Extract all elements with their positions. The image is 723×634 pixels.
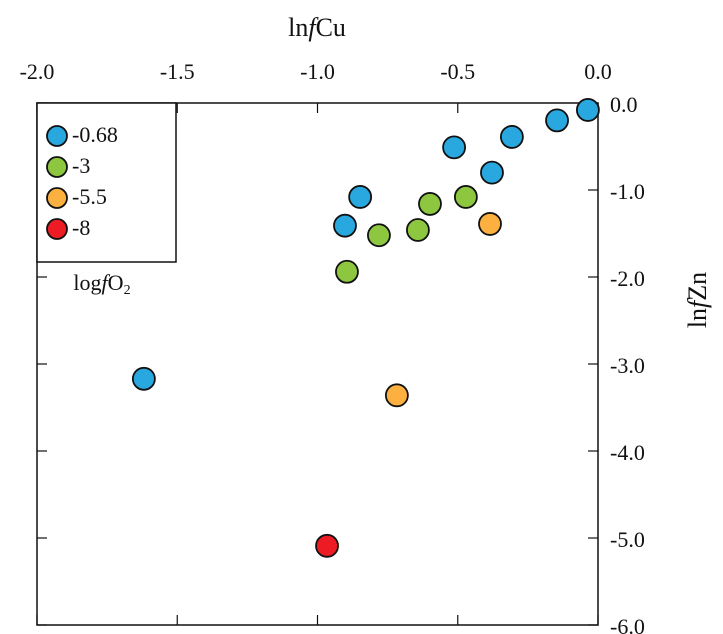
legend-label: -8 xyxy=(72,215,90,240)
y-label-part: f xyxy=(683,297,712,308)
y-tick-label: 0.0 xyxy=(610,92,638,117)
point xyxy=(131,366,156,391)
point xyxy=(406,218,430,242)
point xyxy=(480,160,504,185)
y-label-part: Zn xyxy=(683,272,712,301)
point xyxy=(499,125,524,149)
x-label-part: ln xyxy=(288,13,308,42)
point xyxy=(333,213,357,238)
x-label-part: Cu xyxy=(316,13,346,42)
x-tick-label: -1.5 xyxy=(160,59,195,84)
x-label-part: f xyxy=(308,13,319,42)
y-tick-label: -1.0 xyxy=(610,179,645,204)
x-tick-label: -0.5 xyxy=(440,59,475,84)
point xyxy=(418,192,442,216)
point xyxy=(367,223,391,248)
legend-label: -0.68 xyxy=(72,122,118,147)
y-tick-label: -3.0 xyxy=(610,353,645,378)
y-tick-label: -5.0 xyxy=(610,527,645,552)
point xyxy=(453,185,478,209)
y-tick-label: -6.0 xyxy=(610,614,645,634)
x-tick-label: -1.0 xyxy=(300,59,335,84)
y-label-part: ln xyxy=(683,308,712,328)
y-axis-title: lnfZn xyxy=(683,272,712,328)
legend-marker xyxy=(46,218,68,240)
y-tick-label: -4.0 xyxy=(610,440,645,465)
y-tick-label: -2.0 xyxy=(610,266,645,291)
legend-label: -3 xyxy=(72,153,90,178)
legend: logfO2 -0.68 -3 -5.5 -8 xyxy=(36,102,177,298)
point xyxy=(335,259,359,284)
point xyxy=(384,383,409,408)
legend-title-part: log xyxy=(73,270,101,295)
legend-title-part: 2 xyxy=(124,283,131,298)
x-axis-title: lnfCu xyxy=(288,13,346,42)
x-tick-label: 0.0 xyxy=(584,59,612,84)
legend-title: logfO2 xyxy=(73,270,130,298)
point xyxy=(545,108,569,133)
point xyxy=(576,98,600,122)
legend-label: -5.5 xyxy=(72,184,107,209)
legend-marker xyxy=(46,125,68,147)
legend-marker xyxy=(46,187,68,209)
legend-title-part: f xyxy=(102,270,111,295)
legend-title-part: O xyxy=(108,270,124,295)
legend-marker xyxy=(46,156,68,178)
point xyxy=(315,533,339,558)
point xyxy=(348,185,373,209)
point xyxy=(442,135,467,160)
point xyxy=(478,212,502,236)
x-tick-label: -2.0 xyxy=(20,59,55,84)
